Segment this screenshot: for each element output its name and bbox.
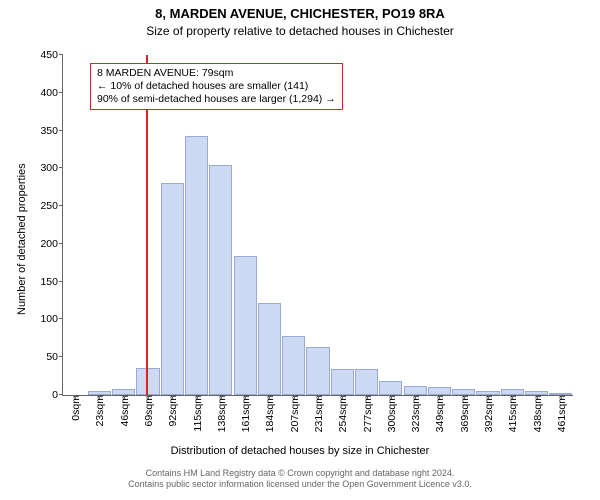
- bar: [428, 387, 451, 395]
- x-tick-label: 300sqm: [384, 395, 398, 432]
- x-tick-label: 349sqm: [432, 395, 446, 432]
- annotation-line-3: 90% of semi-detached houses are larger (…: [97, 93, 336, 106]
- x-tick-label: 231sqm: [311, 395, 325, 432]
- x-tick-label: 438sqm: [530, 395, 544, 432]
- y-tick-label: 200: [40, 238, 63, 250]
- bar: [258, 303, 281, 395]
- bar: [331, 369, 354, 395]
- x-tick-label: 92sqm: [165, 395, 179, 427]
- y-tick-label: 0: [52, 389, 63, 401]
- x-tick-label: 461sqm: [554, 395, 568, 432]
- x-tick-label: 115sqm: [190, 395, 204, 432]
- x-tick-label: 369sqm: [457, 395, 471, 432]
- footer-line-2: Contains public sector information licen…: [0, 479, 600, 490]
- bar: [404, 386, 427, 395]
- bar: [282, 336, 305, 395]
- x-tick-label: 277sqm: [360, 395, 374, 432]
- x-tick-label: 323sqm: [408, 395, 422, 432]
- y-tick-label: 350: [40, 125, 63, 137]
- y-tick-label: 50: [46, 351, 63, 363]
- bar: [379, 381, 402, 395]
- x-tick-label: 46sqm: [117, 395, 131, 427]
- x-tick-label: 207sqm: [287, 395, 301, 432]
- bar: [185, 136, 208, 395]
- y-tick-label: 450: [40, 49, 63, 61]
- x-tick-label: 138sqm: [214, 395, 228, 432]
- annotation-box: 8 MARDEN AVENUE: 79sqm ← 10% of detached…: [90, 63, 343, 110]
- annotation-line-2: ← 10% of detached houses are smaller (14…: [97, 80, 336, 93]
- y-tick-label: 400: [40, 87, 63, 99]
- x-tick-label: 161sqm: [238, 395, 252, 432]
- chart-subtitle: Size of property relative to detached ho…: [0, 24, 600, 38]
- x-tick-label: 23sqm: [92, 395, 106, 427]
- bar: [161, 183, 184, 395]
- footer-text: Contains HM Land Registry data © Crown c…: [0, 468, 600, 490]
- x-tick-label: 392sqm: [481, 395, 495, 432]
- footer-line-1: Contains HM Land Registry data © Crown c…: [0, 468, 600, 479]
- bar: [209, 165, 232, 395]
- annotation-line-1: 8 MARDEN AVENUE: 79sqm: [97, 67, 336, 80]
- y-tick-label: 150: [40, 276, 63, 288]
- bar: [306, 347, 329, 395]
- bar: [234, 256, 257, 395]
- y-tick-label: 300: [40, 162, 63, 174]
- x-tick-label: 184sqm: [262, 395, 276, 432]
- y-axis-label: Number of detached properties: [16, 163, 28, 315]
- x-tick-label: 415sqm: [505, 395, 519, 432]
- y-tick-label: 250: [40, 200, 63, 212]
- x-tick-label: 254sqm: [335, 395, 349, 432]
- chart-title: 8, MARDEN AVENUE, CHICHESTER, PO19 8RA: [0, 6, 600, 21]
- chart-container: { "title":"8, MARDEN AVENUE, CHICHESTER,…: [0, 0, 600, 500]
- bar: [355, 369, 378, 395]
- bar: [136, 368, 159, 395]
- y-tick-label: 100: [40, 313, 63, 325]
- x-tick-label: 69sqm: [141, 395, 155, 427]
- x-axis-label: Distribution of detached houses by size …: [0, 445, 600, 457]
